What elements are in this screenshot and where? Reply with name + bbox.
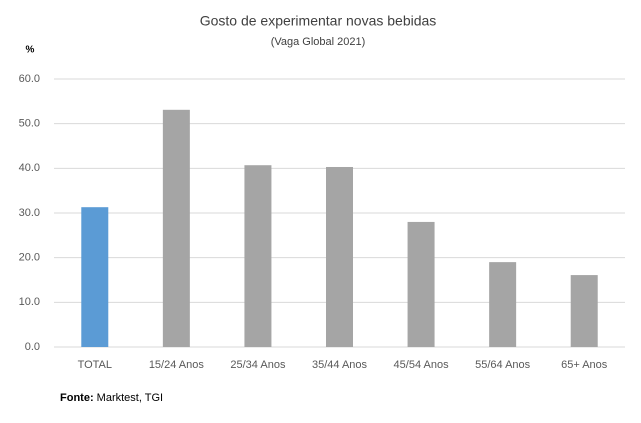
y-tick-label: 40.0 bbox=[19, 162, 40, 174]
y-tick-label: 30.0 bbox=[19, 207, 40, 219]
chart-title: Gosto de experimentar novas bebidas bbox=[200, 13, 437, 29]
bar bbox=[570, 275, 598, 347]
bar bbox=[489, 262, 517, 347]
y-tick-label: 60.0 bbox=[19, 73, 40, 85]
x-tick-label: 15/24 Anos bbox=[149, 359, 205, 371]
chart-subtitle: (Vaga Global 2021) bbox=[271, 36, 366, 48]
source: Fonte: Marktest, TGI bbox=[60, 392, 163, 404]
bar bbox=[81, 207, 109, 347]
y-tick-label: 0.0 bbox=[25, 341, 40, 353]
x-tick-label: 25/34 Anos bbox=[230, 359, 286, 371]
bar bbox=[326, 166, 353, 347]
y-tick-label: 20.0 bbox=[19, 252, 40, 264]
source-text: Marktest, TGI bbox=[97, 392, 163, 404]
y-axis-label: % bbox=[26, 45, 35, 56]
x-tick-label: 65+ Anos bbox=[561, 359, 608, 371]
y-tick-label: 10.0 bbox=[19, 296, 40, 308]
bar bbox=[407, 221, 435, 347]
source-label: Fonte: bbox=[60, 392, 94, 404]
bar bbox=[244, 165, 272, 347]
y-tick-label: 50.0 bbox=[19, 118, 40, 130]
x-tick-label: TOTAL bbox=[78, 359, 112, 371]
x-tick-label: 45/54 Anos bbox=[394, 359, 450, 371]
x-tick-label: 55/64 Anos bbox=[475, 359, 531, 371]
x-tick-label: 35/44 Anos bbox=[312, 359, 368, 371]
bar bbox=[162, 109, 190, 347]
